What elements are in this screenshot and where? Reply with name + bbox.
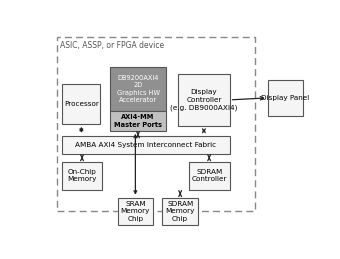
Text: DB9200AXI4
2D
Graphics HW
Accelerator: DB9200AXI4 2D Graphics HW Accelerator <box>117 75 159 103</box>
Text: ASIC, ASSP, or FPGA device: ASIC, ASSP, or FPGA device <box>60 41 164 50</box>
Bar <box>178 74 230 126</box>
Bar <box>62 136 230 154</box>
Bar <box>268 80 303 116</box>
Bar <box>62 162 102 190</box>
Text: AMBA AXI4 System Interconnect Fabric: AMBA AXI4 System Interconnect Fabric <box>75 142 217 148</box>
Bar <box>62 84 101 124</box>
Bar <box>110 67 166 111</box>
Text: Display
Controller
(e.g. DB9000AXI4): Display Controller (e.g. DB9000AXI4) <box>170 89 238 111</box>
Text: SDRAM
Memory
Chip: SDRAM Memory Chip <box>166 200 195 221</box>
Bar <box>189 162 230 190</box>
Text: SDRAM
Controller: SDRAM Controller <box>191 169 227 182</box>
Text: AXI4-MM
Master Ports: AXI4-MM Master Ports <box>114 114 162 128</box>
Text: Processor: Processor <box>64 101 99 107</box>
Text: Display Panel: Display Panel <box>261 95 310 101</box>
Text: SRAM
Memory
Chip: SRAM Memory Chip <box>121 200 150 221</box>
Bar <box>110 111 166 131</box>
Text: On-Chip
Memory: On-Chip Memory <box>67 169 97 182</box>
Bar <box>118 198 153 225</box>
Bar <box>163 198 198 225</box>
Bar <box>57 37 255 211</box>
